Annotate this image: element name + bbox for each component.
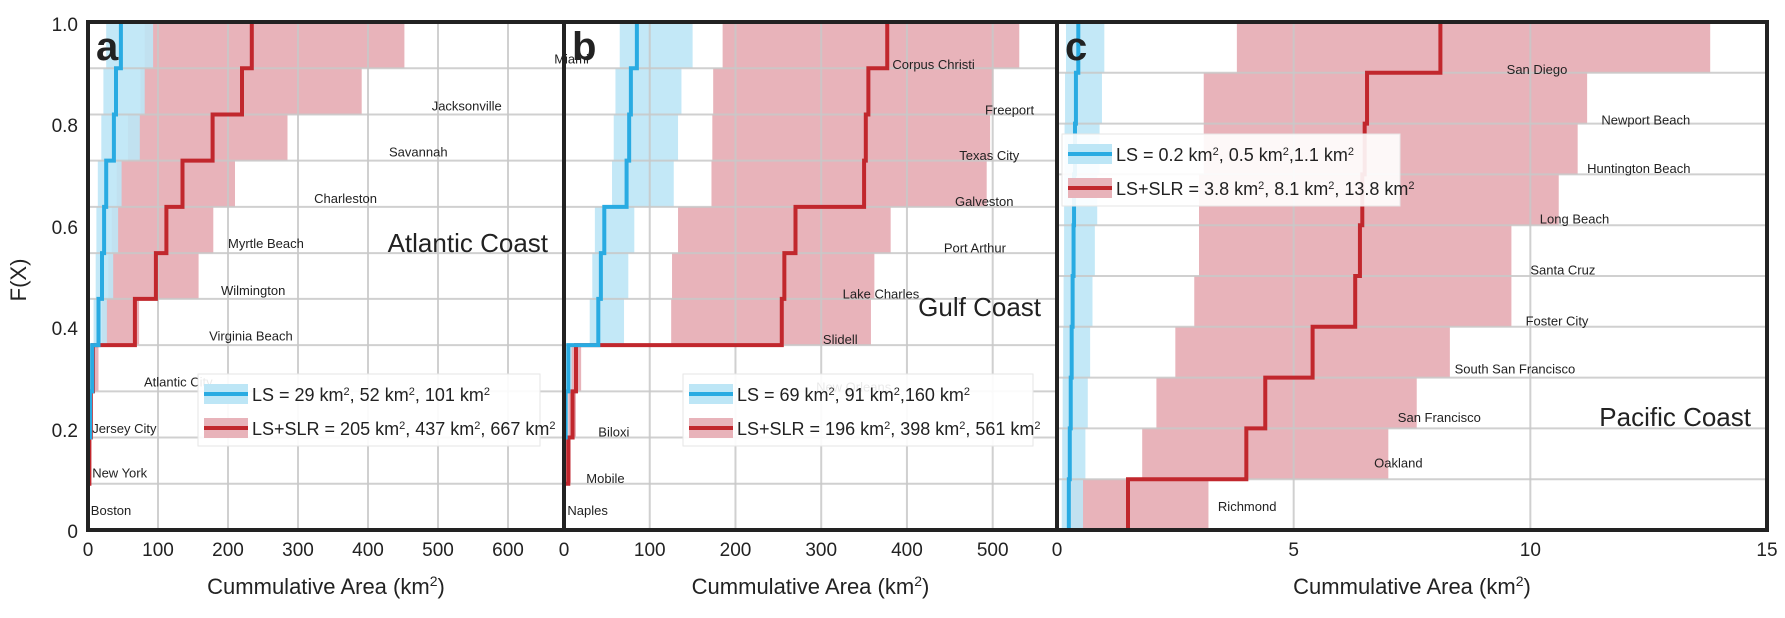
y-tick-label: 0.8 [52, 116, 78, 137]
region-label: Gulf Coast [918, 292, 1042, 322]
city-label: Jersey City [92, 421, 157, 436]
city-label: Port Arthur [944, 241, 1007, 256]
city-label: Myrtle Beach [228, 236, 304, 251]
city-label: Mobile [586, 471, 624, 486]
x-axis-label: Cummulative Area (km2) [1293, 573, 1531, 599]
city-label: Huntington Beach [1587, 161, 1690, 176]
slr-uncertainty-band [88, 22, 555, 530]
x-tick-label: 500 [422, 540, 454, 561]
panel-pacific: Richmond Oakland San Francisco South San Fr… [1052, 20, 1778, 599]
x-tick-label: 200 [720, 540, 752, 561]
city-label: Oakland [1374, 456, 1422, 471]
panel-gulf: NaplesMobileBiloxiNew OrleansSlidellLake… [559, 20, 1059, 599]
panel-letter: b [572, 25, 596, 69]
slr-uncertainty-band [564, 22, 1045, 530]
city-label: Richmond [1218, 499, 1277, 514]
axis-labels: F(X) 0 0.2 0.4 0.6 0.8 1.0 [6, 15, 78, 543]
legend-label: LS+SLR = 3.8 km2, 8.1 km2, 13.8 km2 [1116, 179, 1415, 199]
city-label: San Diego [1507, 62, 1568, 77]
city-label: Galveston [955, 194, 1014, 209]
city-label: Wilmington [221, 283, 285, 298]
city-label: Long Beach [1540, 212, 1609, 227]
city-label: Boston [91, 503, 131, 518]
city-label: Biloxi [598, 425, 629, 440]
region-label: Pacific Coast [1599, 402, 1751, 432]
legend-label: LS = 69 km2, 91 km2,160 km2 [737, 385, 970, 405]
legend: LS = 29 km2, 52 km2, 101 km2 LS+SLR = 205… [197, 373, 556, 447]
x-tick-label: 600 [492, 540, 524, 561]
y-tick-label: 0.2 [52, 421, 78, 442]
ls-median-line [1066, 22, 1081, 530]
ls-uncertainty-band [564, 22, 702, 530]
region-label: Atlantic Coast [388, 228, 549, 258]
city-label: Santa Cruz [1530, 263, 1595, 278]
x-tick-label: 100 [634, 540, 666, 561]
city-label: Corpus Christi [892, 57, 974, 72]
x-tick-label: 0 [83, 540, 94, 561]
legend: LS = 0.2 km2, 0.5 km2,1.1 km2 LS+SLR = 3.… [1061, 133, 1415, 207]
city-label: Slidell [823, 332, 858, 347]
ls-uncertainty-band [88, 22, 159, 530]
city-label: Savannah [389, 145, 448, 160]
panel-atlantic: Boston New York Jersey City Atlantic City Vi… [83, 20, 589, 599]
city-label: Freeport [985, 103, 1035, 118]
x-tick-label: 300 [805, 540, 837, 561]
panel-frame [1055, 20, 1769, 532]
y-tick-label: 0 [67, 522, 78, 543]
legend-box [197, 373, 541, 447]
x-axis-label: Cummulative Area (km2) [207, 573, 445, 599]
x-tick-label: 100 [142, 540, 174, 561]
panel-letter: a [96, 25, 119, 69]
y-tick-labels: 0 0.2 0.4 0.6 0.8 1.0 [52, 15, 79, 543]
x-tick-label: 400 [352, 540, 384, 561]
legend-box [682, 373, 1034, 447]
slr-median-line [1126, 22, 1443, 530]
city-label: Virginia Beach [209, 329, 293, 344]
legend-label: LS = 0.2 km2, 0.5 km2,1.1 km2 [1116, 145, 1354, 165]
city-label: Charleston [314, 191, 377, 206]
ls-median-line [88, 22, 125, 530]
slr-median-line [564, 22, 906, 530]
city-label: New York [92, 466, 147, 481]
x-tick-label: 10 [1520, 540, 1541, 561]
x-tick-label: 5 [1288, 540, 1299, 561]
y-tick-label: 0.4 [52, 319, 79, 340]
x-tick-label: 500 [977, 540, 1009, 561]
x-axis-label: Cummulative Area (km2) [692, 573, 930, 599]
y-tick-label: 0.6 [52, 218, 78, 239]
legend-label: LS+SLR = 196 km2, 398 km2, 561 km2 [737, 419, 1041, 439]
city-label: Atlantic City [144, 374, 213, 389]
legend: LS = 69 km2, 91 km2,160 km2 LS+SLR = 196 … [682, 373, 1041, 447]
city-label: Foster City [1526, 313, 1589, 328]
city-label: San Francisco [1398, 410, 1481, 425]
y-tick-label: 1.0 [52, 15, 78, 36]
x-tick-label: 300 [282, 540, 314, 561]
city-label: Naples [567, 503, 608, 518]
x-tick-label: 0 [559, 540, 570, 561]
x-tick-label: 200 [212, 540, 244, 561]
city-label: Lake Charles [843, 286, 920, 301]
x-tick-label: 0 [1052, 540, 1063, 561]
x-tick-label: 15 [1756, 540, 1777, 561]
city-label: Texas City [959, 148, 1019, 163]
panel-letter: c [1065, 25, 1087, 69]
city-label: South San Francisco [1455, 362, 1576, 377]
y-axis-label: F(X) [6, 259, 31, 302]
plot-area [564, 22, 1057, 530]
legend-box [1061, 133, 1401, 207]
city-label: Newport Beach [1601, 113, 1690, 128]
legend-label: LS = 29 km2, 52 km2, 101 km2 [252, 385, 490, 405]
legend-label: LS+SLR = 205 km2, 437 km2, 667 km2 [252, 419, 556, 439]
city-label: Jacksonville [432, 98, 502, 113]
x-tick-label: 400 [891, 540, 923, 561]
